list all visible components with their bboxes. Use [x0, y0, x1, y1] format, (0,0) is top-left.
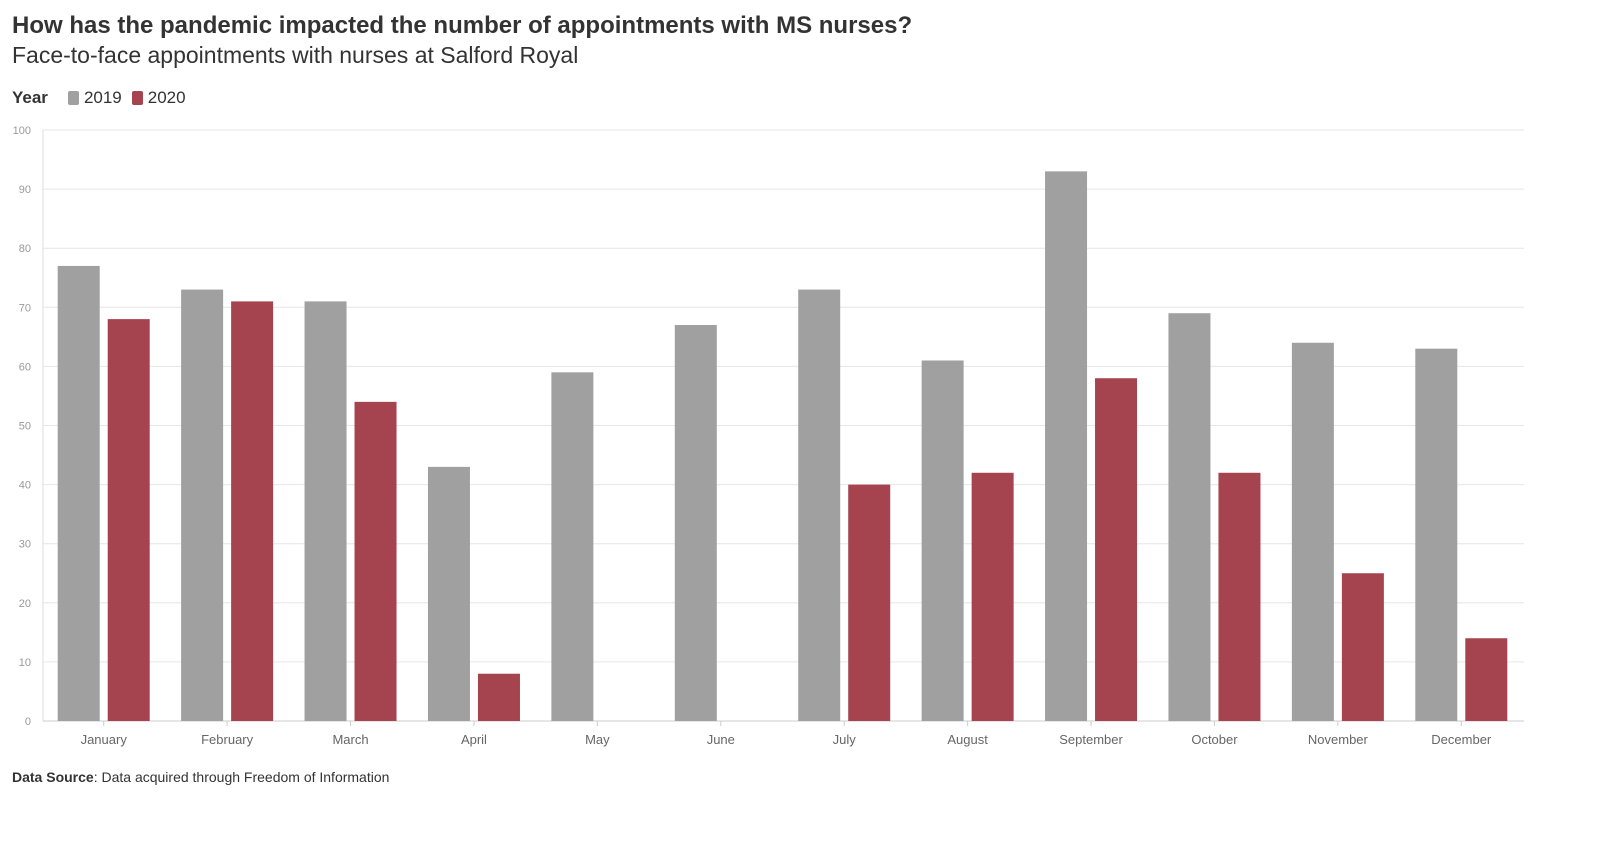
- bar-2019-january: [57, 265, 100, 721]
- bar-2020-november: [1341, 573, 1384, 721]
- chart-subtitle: Face-to-face appointments with nurses at…: [12, 42, 579, 68]
- legend: Year 2019 2020: [12, 88, 196, 108]
- y-tick-label-20: 20: [19, 598, 31, 610]
- legend-swatch-2020: [131, 91, 143, 105]
- bar-2020-august: [971, 472, 1014, 721]
- y-tick-label-90: 90: [19, 184, 31, 196]
- bar-2019-october: [1168, 313, 1211, 721]
- bar-2019-may: [551, 372, 594, 721]
- data-source: Data Source: Data acquired through Freed…: [12, 769, 389, 785]
- legend-swatch-2019: [67, 91, 79, 105]
- x-tick-label-june: June: [707, 732, 735, 747]
- y-tick-label-70: 70: [19, 302, 31, 314]
- y-tick-label-0: 0: [25, 716, 31, 728]
- x-tick-label-july: July: [833, 732, 857, 747]
- y-tick-label-50: 50: [19, 421, 31, 433]
- y-tick-label-30: 30: [19, 539, 31, 551]
- bar-2019-march: [304, 301, 347, 721]
- y-tick-label-100: 100: [13, 125, 31, 137]
- x-tick-label-november: November: [1308, 732, 1369, 747]
- bar-2020-march: [354, 401, 397, 721]
- bar-2019-december: [1415, 348, 1458, 721]
- x-tick-label-december: December: [1431, 732, 1492, 747]
- y-tick-label-60: 60: [19, 361, 31, 373]
- x-tick-label-october: October: [1191, 732, 1238, 747]
- bar-2020-october: [1218, 472, 1261, 721]
- x-tick-label-may: May: [585, 732, 610, 747]
- legend-title: Year: [12, 88, 48, 107]
- bar-2020-february: [231, 301, 274, 721]
- bar-2020-september: [1095, 378, 1138, 721]
- data-source-label: Data Source: [12, 769, 94, 785]
- bar-2019-april: [427, 466, 470, 721]
- bar-2020-january: [107, 319, 150, 721]
- x-tick-label-february: February: [201, 732, 254, 747]
- y-tick-label-40: 40: [19, 480, 31, 492]
- legend-item-2020[interactable]: 2020: [131, 88, 186, 108]
- legend-label-2020: 2020: [147, 88, 186, 107]
- x-tick-label-august: August: [947, 732, 988, 747]
- x-tick-label-january: January: [81, 732, 128, 747]
- y-tick-label-80: 80: [19, 243, 31, 255]
- bar-2019-november: [1291, 342, 1334, 721]
- bar-2020-july: [848, 484, 891, 721]
- bar-2019-june: [674, 325, 717, 721]
- x-tick-label-september: September: [1059, 732, 1123, 747]
- y-tick-label-10: 10: [19, 657, 31, 669]
- x-tick-label-april: April: [461, 732, 487, 747]
- bar-2019-july: [798, 289, 841, 721]
- data-source-text: : Data acquired through Freedom of Infor…: [93, 769, 390, 785]
- x-tick-label-march: March: [332, 732, 368, 747]
- bar-2019-august: [921, 360, 964, 721]
- bar-2019-february: [181, 289, 224, 721]
- legend-label-2019: 2019: [83, 88, 122, 107]
- chart-title: How has the pandemic impacted the number…: [12, 12, 913, 39]
- bar-2019-september: [1045, 171, 1088, 721]
- bar-2020-december: [1465, 638, 1508, 721]
- legend-item-2019[interactable]: 2019: [67, 88, 122, 108]
- bar-2020-april: [477, 673, 520, 721]
